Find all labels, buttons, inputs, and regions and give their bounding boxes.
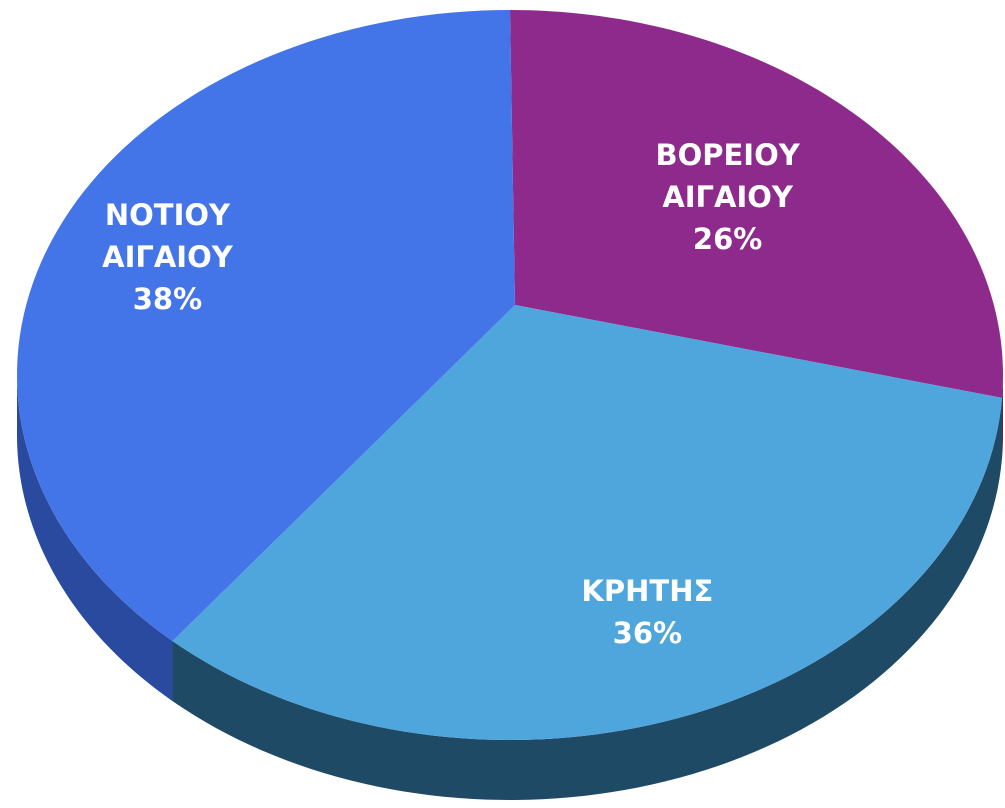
pie-side — [1002, 375, 1003, 458]
value-label: 26% — [692, 222, 763, 257]
category-label: ΒΟΡΕΙΟΥ ΑΙΓΑΙΟΥ — [655, 138, 800, 215]
pie-slice — [17, 10, 515, 642]
slice-label: ΒΟΡΕΙΟΥ ΑΙΓΑΙΟΥ 26% — [618, 134, 838, 260]
slice-label: ΚΡΗΤΗΣ 36% — [537, 570, 757, 654]
slice-label: ΝΟΤΙΟΥ ΑΙΓΑΙΟΥ 38% — [57, 194, 277, 320]
value-label: 36% — [612, 616, 683, 651]
category-label: ΚΡΗΤΗΣ — [581, 574, 714, 609]
pie-slice — [172, 305, 1003, 740]
category-label: ΝΟΤΙΟΥ ΑΙΓΑΙΟΥ — [102, 197, 233, 274]
pie-side — [17, 375, 173, 702]
pie-side — [172, 397, 1003, 800]
value-label: 38% — [132, 281, 203, 316]
pie-slice — [510, 10, 1003, 398]
